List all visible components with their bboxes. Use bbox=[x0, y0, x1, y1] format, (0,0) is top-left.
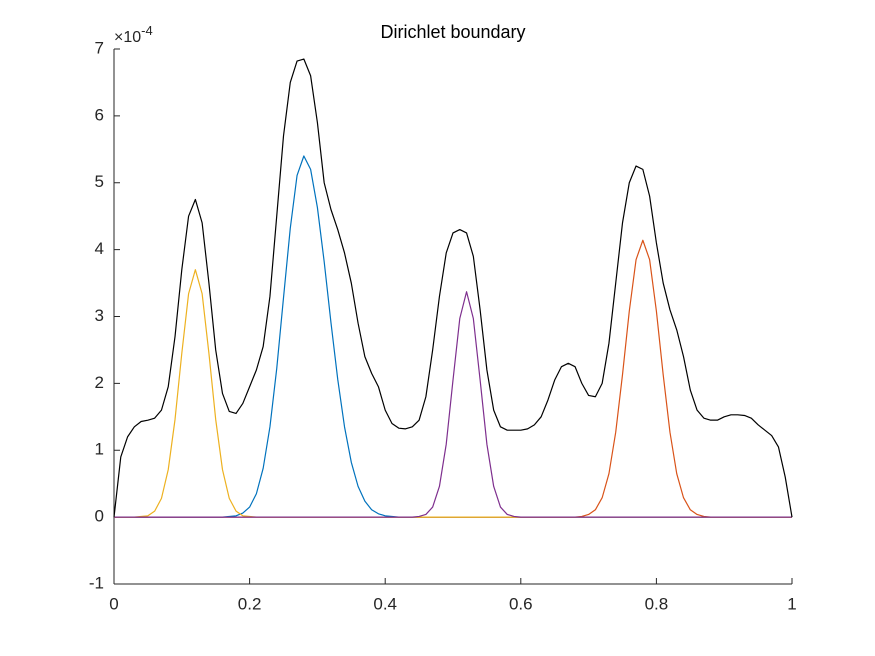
x-tick-label: 0 bbox=[109, 594, 118, 613]
y-tick-label: 7 bbox=[95, 38, 104, 57]
y-tick-label: 6 bbox=[95, 105, 104, 124]
y-tick-label: 5 bbox=[95, 172, 104, 191]
x-tick-label: 0.2 bbox=[238, 594, 262, 613]
y-tick-label: 3 bbox=[95, 306, 104, 325]
x-tick-label: 1 bbox=[787, 594, 796, 613]
series-line bbox=[113, 58, 793, 518]
chart-title: Dirichlet boundary bbox=[380, 22, 525, 42]
x-tick-label: 0.6 bbox=[509, 594, 533, 613]
series-line bbox=[114, 291, 792, 518]
y-tick-label: 1 bbox=[95, 440, 104, 459]
y-tick-label: 0 bbox=[95, 507, 104, 526]
y-exponent-power: -4 bbox=[141, 23, 153, 38]
x-tick-label: 0.4 bbox=[373, 594, 397, 613]
y-exponent: ×10-4 bbox=[114, 23, 153, 46]
y-exponent-base: ×10 bbox=[114, 29, 141, 46]
y-tick-label: 4 bbox=[95, 239, 104, 258]
y-tick-label: -1 bbox=[89, 573, 104, 592]
x-tick-label: 0.8 bbox=[645, 594, 669, 613]
y-tick-label: 2 bbox=[95, 373, 104, 392]
